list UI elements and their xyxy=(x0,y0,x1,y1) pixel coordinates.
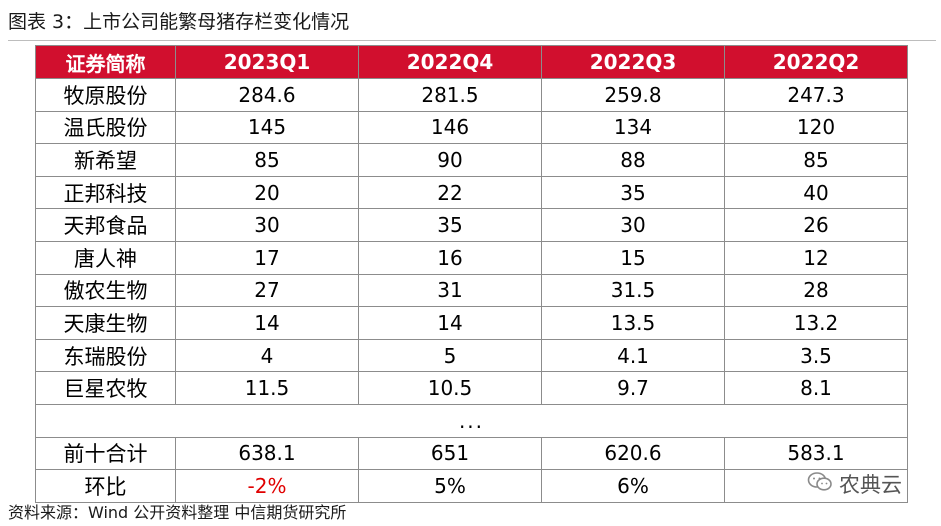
value-cell: 28 xyxy=(724,273,908,308)
watermark: 农典云 xyxy=(807,470,902,498)
table-row: 天康生物 14 14 13.5 13.2 xyxy=(35,306,908,340)
change-value-cell: 6% xyxy=(541,469,725,503)
value-cell: 146 xyxy=(358,110,542,145)
value-cell: 16 xyxy=(358,240,542,275)
table-row: 傲农生物 27 31 31.5 28 xyxy=(35,273,908,308)
table-row: 东瑞股份 4 5 4.1 3.5 xyxy=(35,338,908,373)
total-label-cell: 前十合计 xyxy=(35,436,176,471)
company-name-cell: 天邦食品 xyxy=(35,208,176,242)
value-cell: 14 xyxy=(358,306,542,340)
value-cell: 4.1 xyxy=(541,338,725,373)
value-cell: 85 xyxy=(175,143,359,177)
value-cell: 12 xyxy=(724,240,908,275)
value-cell: 145 xyxy=(175,110,359,145)
header-cell: 2022Q2 xyxy=(724,45,908,79)
value-cell: 20 xyxy=(175,175,359,210)
value-cell: 35 xyxy=(358,208,542,242)
header-cell: 证券简称 xyxy=(35,45,176,79)
company-name-cell: 东瑞股份 xyxy=(35,338,176,373)
value-cell: 11.5 xyxy=(175,371,359,405)
source-note: 资料来源：Wind 公开资料整理 中信期货研究所 xyxy=(8,503,347,522)
total-value-cell: 651 xyxy=(358,436,542,471)
value-cell: 3.5 xyxy=(724,338,908,373)
sow-inventory-table: 证券简称 2023Q1 2022Q4 2022Q3 2022Q2 牧原股份 28… xyxy=(35,45,908,503)
company-name-cell: 傲农生物 xyxy=(35,273,176,308)
total-value-cell: 638.1 xyxy=(175,436,359,471)
value-cell: 88 xyxy=(541,143,725,177)
value-cell: 134 xyxy=(541,110,725,145)
table-header-row: 证券简称 2023Q1 2022Q4 2022Q3 2022Q2 xyxy=(35,45,908,79)
table-row: 温氏股份 145 146 134 120 xyxy=(35,110,908,145)
value-cell: 8.1 xyxy=(724,371,908,405)
table-row: 唐人神 17 16 15 12 xyxy=(35,240,908,275)
watermark-text: 农典云 xyxy=(839,473,902,497)
table-row: 巨星农牧 11.5 10.5 9.7 8.1 xyxy=(35,371,908,405)
change-value-cell: 5% xyxy=(358,469,542,503)
figure-title: 图表 3：上市公司能繁母猪存栏变化情况 xyxy=(8,11,350,33)
value-cell: 14 xyxy=(175,306,359,340)
company-name-cell: 巨星农牧 xyxy=(35,371,176,405)
total-value-cell: 620.6 xyxy=(541,436,725,471)
header-cell: 2022Q3 xyxy=(541,45,725,79)
value-cell: 120 xyxy=(724,110,908,145)
header-cell: 2022Q4 xyxy=(358,45,542,79)
change-label-cell: 环比 xyxy=(35,469,176,503)
company-name-cell: 天康生物 xyxy=(35,306,176,340)
company-name-cell: 唐人神 xyxy=(35,240,176,275)
table-row: 正邦科技 20 22 35 40 xyxy=(35,175,908,210)
change-value-cell: -2% xyxy=(175,469,359,503)
value-cell: 40 xyxy=(724,175,908,210)
table-row: 牧原股份 284.6 281.5 259.8 247.3 xyxy=(35,78,908,112)
total-row: 前十合计 638.1 651 620.6 583.1 xyxy=(35,436,908,471)
value-cell: 13.5 xyxy=(541,306,725,340)
value-cell: 15 xyxy=(541,240,725,275)
value-cell: 247.3 xyxy=(724,78,908,112)
total-value-cell: 583.1 xyxy=(724,436,908,471)
value-cell: 31.5 xyxy=(541,273,725,308)
value-cell: 90 xyxy=(358,143,542,177)
value-cell: 9.7 xyxy=(541,371,725,405)
value-cell: 281.5 xyxy=(358,78,542,112)
value-cell: 5 xyxy=(358,338,542,373)
company-name-cell: 正邦科技 xyxy=(35,175,176,210)
title-divider xyxy=(8,40,936,41)
value-cell: 13.2 xyxy=(724,306,908,340)
value-cell: 259.8 xyxy=(541,78,725,112)
value-cell: 4 xyxy=(175,338,359,373)
value-cell: 284.6 xyxy=(175,78,359,112)
table-row: 新希望 85 90 88 85 xyxy=(35,143,908,177)
header-cell: 2023Q1 xyxy=(175,45,359,79)
wechat-logo-icon xyxy=(807,471,833,497)
ellipsis-cell: ... xyxy=(35,403,908,438)
value-cell: 27 xyxy=(175,273,359,308)
company-name-cell: 新希望 xyxy=(35,143,176,177)
value-cell: 35 xyxy=(541,175,725,210)
company-name-cell: 牧原股份 xyxy=(35,78,176,112)
value-cell: 31 xyxy=(358,273,542,308)
value-cell: 30 xyxy=(175,208,359,242)
ellipsis-row: ... xyxy=(35,403,908,438)
change-row: 环比 -2% 5% 6% xyxy=(35,469,908,503)
company-name-cell: 温氏股份 xyxy=(35,110,176,145)
value-cell: 30 xyxy=(541,208,725,242)
table-row: 天邦食品 30 35 30 26 xyxy=(35,208,908,242)
change-value-cell xyxy=(724,469,908,503)
value-cell: 26 xyxy=(724,208,908,242)
value-cell: 17 xyxy=(175,240,359,275)
value-cell: 85 xyxy=(724,143,908,177)
value-cell: 22 xyxy=(358,175,542,210)
value-cell: 10.5 xyxy=(358,371,542,405)
